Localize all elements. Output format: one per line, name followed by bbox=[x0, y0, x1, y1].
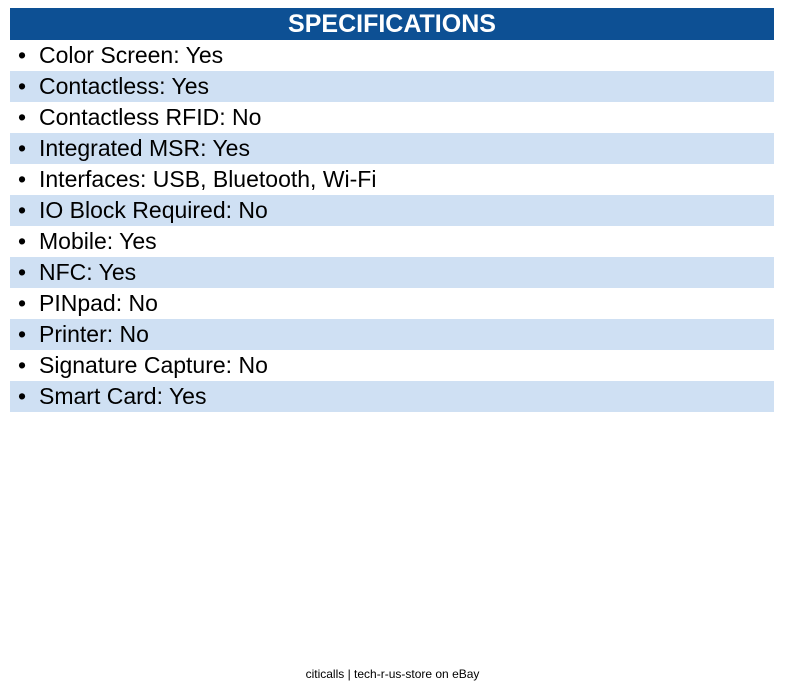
bullet: • bbox=[18, 135, 27, 161]
spec-text: Interfaces: USB, Bluetooth, Wi-Fi bbox=[39, 166, 377, 192]
spec-row: • Mobile: Yes bbox=[10, 226, 774, 257]
spec-text: Printer: No bbox=[39, 321, 149, 347]
spec-row: • Color Screen: Yes bbox=[10, 40, 774, 71]
bullet: • bbox=[18, 104, 27, 130]
spec-row: • IO Block Required: No bbox=[10, 195, 774, 226]
spec-text: Smart Card: Yes bbox=[39, 383, 207, 409]
spec-text: Signature Capture: No bbox=[39, 352, 268, 378]
spec-row: • PINpad: No bbox=[10, 288, 774, 319]
bullet: • bbox=[18, 166, 27, 192]
spec-row: • Contactless: Yes bbox=[10, 71, 774, 102]
spec-text: Mobile: Yes bbox=[39, 228, 157, 254]
spec-text: Contactless RFID: No bbox=[39, 104, 262, 130]
bullet: • bbox=[18, 290, 27, 316]
bullet: • bbox=[18, 42, 27, 68]
spec-row: • NFC: Yes bbox=[10, 257, 774, 288]
spec-row: • Signature Capture: No bbox=[10, 350, 774, 381]
header-title: SPECIFICATIONS bbox=[10, 8, 774, 40]
bullet: • bbox=[18, 197, 27, 223]
bullet: • bbox=[18, 228, 27, 254]
spec-text: Contactless: Yes bbox=[39, 73, 210, 99]
footer: citicalls | tech-r-us-store on eBay bbox=[305, 667, 480, 681]
spec-row: • Integrated MSR: Yes bbox=[10, 133, 774, 164]
spec-row: • Smart Card: Yes bbox=[10, 381, 774, 412]
bullet: • bbox=[18, 383, 27, 409]
spec-row: • Interfaces: USB, Bluetooth, Wi-Fi bbox=[10, 164, 774, 195]
bullet: • bbox=[18, 321, 27, 347]
spec-row: • Printer: No bbox=[10, 319, 774, 350]
bullet: • bbox=[18, 352, 27, 378]
bullet: • bbox=[18, 259, 27, 285]
spec-text: Integrated MSR: Yes bbox=[39, 135, 250, 161]
spec-text: NFC: Yes bbox=[39, 259, 137, 285]
bullet: • bbox=[18, 73, 27, 99]
spec-text: Color Screen: Yes bbox=[39, 42, 224, 68]
spec-row: • Contactless RFID: No bbox=[10, 102, 774, 133]
spec-text: PINpad: No bbox=[39, 290, 158, 316]
spec-text: IO Block Required: No bbox=[39, 197, 268, 223]
spec-list: • Color Screen: Yes • Contactless: Yes • Cont… bbox=[10, 40, 774, 412]
